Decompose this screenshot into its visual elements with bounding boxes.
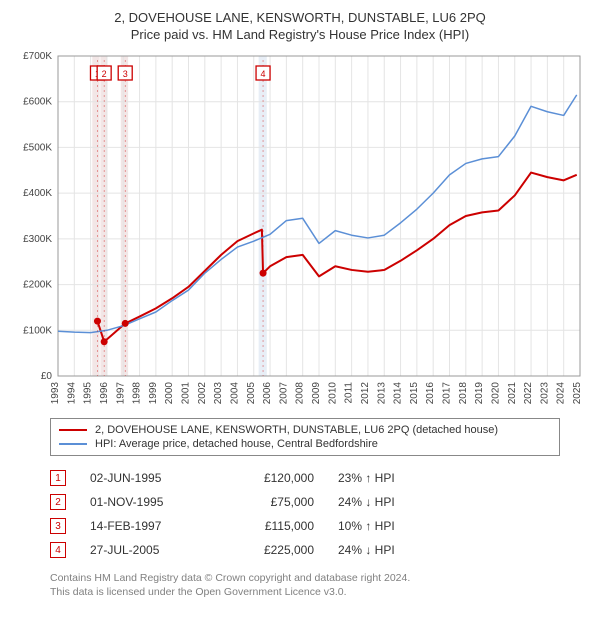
transaction-price: £120,000: [224, 471, 314, 485]
svg-text:£400K: £400K: [23, 188, 52, 199]
legend-label-price-paid: 2, DOVEHOUSE LANE, KENSWORTH, DUNSTABLE,…: [95, 424, 498, 436]
footer-line-2: This data is licensed under the Open Gov…: [50, 586, 590, 600]
price-chart: £0 £100K £200K £300K £400K £500K £600K £700K 199…: [10, 50, 590, 410]
svg-text:2009: 2009: [311, 382, 322, 405]
svg-text:£200K: £200K: [23, 280, 52, 291]
footer: Contains HM Land Registry data © Crown c…: [50, 572, 590, 599]
transaction-date: 01-NOV-1995: [90, 495, 200, 509]
svg-text:£500K: £500K: [23, 142, 52, 153]
svg-text:2005: 2005: [246, 382, 257, 405]
title-sub: Price paid vs. HM Land Registry's House …: [10, 27, 590, 42]
transaction-marker: 4: [50, 542, 66, 558]
svg-text:£0: £0: [41, 371, 53, 382]
transaction-pct: 24% ↓ HPI: [338, 543, 448, 557]
transaction-pct: 24% ↓ HPI: [338, 495, 448, 509]
legend: 2, DOVEHOUSE LANE, KENSWORTH, DUNSTABLE,…: [50, 418, 560, 456]
svg-text:2004: 2004: [229, 382, 240, 405]
transaction-row: 1 02-JUN-1995 £120,000 23% ↑ HPI: [50, 466, 590, 490]
transaction-marker: 3: [50, 518, 66, 534]
transaction-pct: 23% ↑ HPI: [338, 471, 448, 485]
svg-text:2003: 2003: [213, 382, 224, 405]
svg-text:2025: 2025: [572, 382, 583, 405]
svg-text:3: 3: [123, 69, 128, 79]
svg-text:2008: 2008: [295, 382, 306, 405]
svg-text:2024: 2024: [556, 382, 567, 405]
svg-text:£100K: £100K: [23, 325, 52, 336]
svg-text:2017: 2017: [442, 382, 453, 405]
transaction-date: 27-JUL-2005: [90, 543, 200, 557]
legend-swatch-price-paid: [59, 429, 87, 431]
legend-swatch-hpi: [59, 443, 87, 445]
svg-text:2011: 2011: [344, 382, 355, 404]
transaction-marker: 1: [50, 470, 66, 486]
svg-text:2015: 2015: [409, 382, 420, 405]
transaction-price: £75,000: [224, 495, 314, 509]
svg-text:1997: 1997: [115, 382, 126, 405]
svg-text:1993: 1993: [50, 382, 61, 405]
legend-row-hpi: HPI: Average price, detached house, Cent…: [59, 437, 551, 451]
svg-text:2014: 2014: [393, 382, 404, 405]
svg-text:2000: 2000: [164, 382, 175, 405]
legend-label-hpi: HPI: Average price, detached house, Cent…: [95, 438, 378, 450]
svg-text:1994: 1994: [66, 382, 77, 405]
transaction-date: 14-FEB-1997: [90, 519, 200, 533]
svg-text:2016: 2016: [425, 382, 436, 405]
svg-text:2020: 2020: [490, 382, 501, 405]
transaction-pct: 10% ↑ HPI: [338, 519, 448, 533]
svg-text:£300K: £300K: [23, 234, 52, 245]
svg-text:1996: 1996: [99, 382, 110, 405]
svg-text:2001: 2001: [181, 382, 192, 405]
svg-text:2010: 2010: [327, 382, 338, 405]
svg-text:1998: 1998: [132, 382, 143, 405]
transaction-price: £225,000: [224, 543, 314, 557]
svg-text:2021: 2021: [507, 382, 518, 405]
svg-text:2023: 2023: [539, 382, 550, 405]
svg-text:2002: 2002: [197, 382, 208, 405]
footer-line-1: Contains HM Land Registry data © Crown c…: [50, 572, 590, 586]
svg-text:1995: 1995: [83, 382, 94, 405]
svg-text:2006: 2006: [262, 382, 273, 405]
transaction-marker: 2: [50, 494, 66, 510]
transactions-table: 1 02-JUN-1995 £120,000 23% ↑ HPI 2 01-NOV-199…: [50, 466, 590, 562]
svg-text:2022: 2022: [523, 382, 534, 405]
title-main: 2, DOVEHOUSE LANE, KENSWORTH, DUNSTABLE,…: [10, 10, 590, 25]
svg-text:2019: 2019: [474, 382, 485, 405]
svg-text:4: 4: [261, 69, 266, 79]
svg-text:2: 2: [102, 69, 107, 79]
transaction-date: 02-JUN-1995: [90, 471, 200, 485]
transaction-row: 3 14-FEB-1997 £115,000 10% ↑ HPI: [50, 514, 590, 538]
transaction-price: £115,000: [224, 519, 314, 533]
svg-text:2018: 2018: [458, 382, 469, 405]
legend-row-price-paid: 2, DOVEHOUSE LANE, KENSWORTH, DUNSTABLE,…: [59, 423, 551, 437]
svg-text:2007: 2007: [278, 382, 289, 405]
svg-text:2013: 2013: [376, 382, 387, 405]
svg-text:2012: 2012: [360, 382, 371, 405]
svg-text:£600K: £600K: [23, 97, 52, 108]
svg-text:£700K: £700K: [23, 51, 52, 62]
svg-text:1999: 1999: [148, 382, 159, 405]
transaction-row: 2 01-NOV-1995 £75,000 24% ↓ HPI: [50, 490, 590, 514]
transaction-row: 4 27-JUL-2005 £225,000 24% ↓ HPI: [50, 538, 590, 562]
